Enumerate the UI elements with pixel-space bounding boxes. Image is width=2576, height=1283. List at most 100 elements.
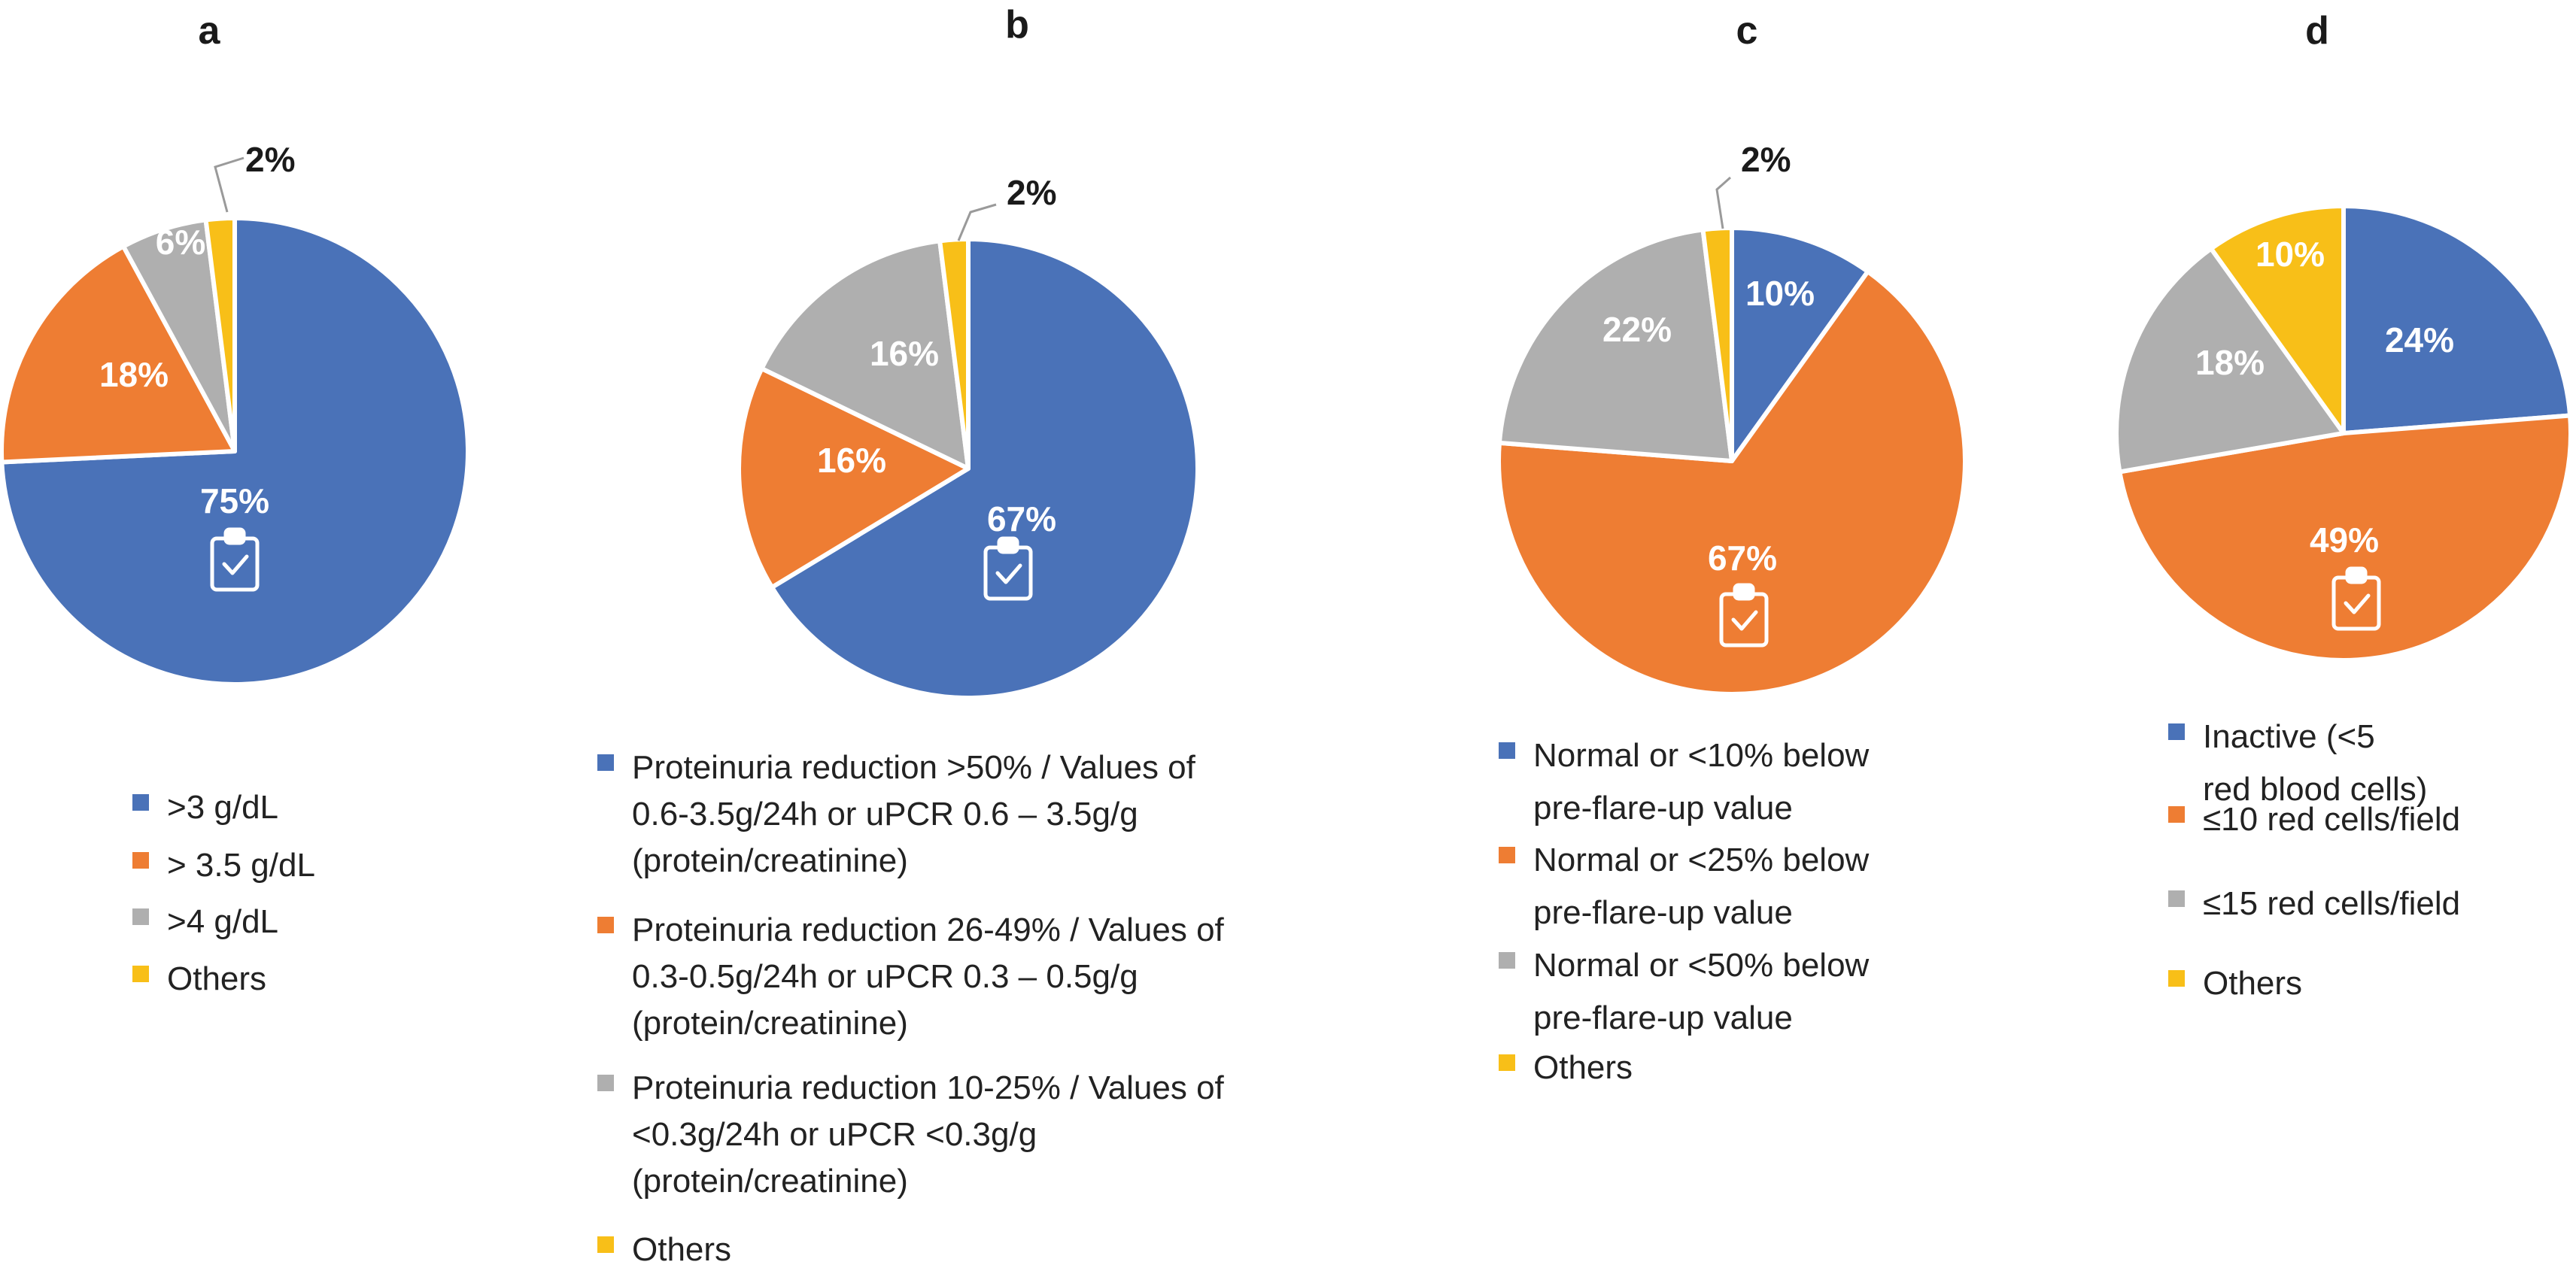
legend: Inactive (<5 red blood cells)≤10 red cell…	[2168, 718, 2460, 1002]
legend-swatch	[2168, 970, 2185, 987]
slice-value-label: 6%	[156, 223, 205, 262]
legend-item: Others	[597, 1231, 731, 1268]
legend-label: >4 g/dL	[167, 903, 278, 940]
legend-label: red blood cells)	[2203, 771, 2427, 808]
legend-item: >3 g/dL	[132, 789, 278, 826]
slice-value-label: 22%	[1602, 310, 1672, 349]
panel-letter: c	[1736, 9, 1758, 53]
legend-label: 0.3-0.5g/24h or uPCR 0.3 – 0.5g/g	[632, 958, 1138, 995]
legend-swatch	[597, 754, 614, 771]
slice-value-label: 16%	[817, 441, 886, 480]
legend-label: ≤10 red cells/field	[2203, 801, 2460, 838]
legend-label: (protein/creatinine)	[632, 1163, 908, 1200]
legend-swatch	[2168, 890, 2185, 907]
pie-slice	[2209, 204, 2346, 435]
legend-label: Proteinuria reduction >50% / Values of	[632, 749, 1196, 786]
legend-label: Normal or <25% below	[1533, 842, 1870, 878]
legend-swatch	[132, 794, 149, 811]
legend-label: Others	[2203, 965, 2302, 1002]
clipboard-check-icon	[983, 536, 1033, 601]
pie-panel-c: c 10% 67% 22% 2% Normal or <10% below pre-flar…	[1496, 9, 1967, 1086]
legend-label: >3 g/dL	[167, 789, 278, 826]
pie-slice	[759, 238, 971, 471]
legend-item: Inactive (<5 red blood cells)	[2168, 718, 2427, 808]
legend-label: (protein/creatinine)	[632, 1005, 908, 1042]
slice-value-label: 18%	[99, 355, 169, 394]
legend-swatch	[132, 852, 149, 869]
legend-label: Others	[632, 1231, 731, 1268]
leader-line	[1715, 176, 1731, 229]
clipboard-check-icon	[210, 527, 260, 592]
legend-item: Proteinuria reduction 10-25% / Values of…	[597, 1069, 1225, 1200]
legend: Proteinuria reduction >50% / Values of 0.…	[597, 749, 1225, 1268]
legend-swatch	[597, 1236, 614, 1253]
legend-item: Normal or <50% below pre-flare-up value	[1499, 947, 1870, 1036]
pie-slice	[770, 237, 1200, 700]
legend-item: Proteinuria reduction >50% / Values of 0.…	[597, 749, 1196, 879]
legend: >3 g/dL > 3.5 g/dL >4 g/dL Others	[132, 789, 315, 997]
legend-swatch	[132, 966, 149, 982]
pie-slice	[2341, 204, 2573, 435]
legend-label: Inactive (<5	[2203, 718, 2375, 755]
pie-slice	[1496, 227, 1734, 463]
leader-line	[214, 156, 245, 213]
pie-slice	[737, 366, 971, 590]
panel-letter: a	[199, 9, 221, 53]
pie-slice	[2117, 413, 2573, 663]
legend-item: Normal or <25% below pre-flare-up value	[1499, 842, 1870, 931]
slice-value-label: 67%	[987, 499, 1056, 538]
legend-swatch	[1499, 1054, 1515, 1071]
pie-panel-d: d 24% 49% 18% 10% Inactive (<5 red blood cells…	[2114, 9, 2573, 1002]
legend-swatch	[1499, 742, 1515, 759]
legend-label: <0.3g/24h or uPCR <0.3g/g	[632, 1116, 1037, 1153]
clipboard-check-icon	[2331, 566, 2381, 631]
legend-item: Others	[1499, 1049, 1633, 1086]
legend-item: Proteinuria reduction 26-49% / Values of…	[597, 911, 1225, 1042]
pie-slice	[1700, 226, 1734, 463]
slice-value-label: 18%	[2195, 343, 2265, 382]
legend-item: > 3.5 g/dL	[132, 847, 315, 884]
panel-letter: d	[2305, 9, 2329, 53]
legend-label: 0.6-3.5g/24h or uPCR 0.6 – 3.5g/g	[632, 796, 1138, 833]
legend-item: Others	[2168, 965, 2302, 1002]
clipboard-check-icon	[1719, 583, 1769, 648]
slice-value-label: 75%	[200, 481, 269, 520]
pie-slice	[937, 237, 971, 471]
slice-value-label: 10%	[1745, 274, 1815, 313]
leader-line	[957, 203, 997, 241]
pie-panel-b: b 67% 16% 16% 2% Proteinuria reduction >50% /…	[597, 3, 1225, 1268]
slice-value-label: 67%	[1708, 538, 1777, 578]
pie-slice	[203, 216, 237, 453]
legend-swatch	[597, 1075, 614, 1091]
pie-slice	[1730, 226, 1870, 463]
legend-label: pre-flare-up value	[1533, 999, 1793, 1036]
legend-label: pre-flare-up value	[1533, 790, 1793, 827]
slice-value-label-external: 2%	[1007, 173, 1056, 212]
legend-item: ≤10 red cells/field	[2168, 801, 2460, 838]
slice-value-label: 49%	[2310, 520, 2379, 560]
legend-label: > 3.5 g/dL	[167, 847, 315, 884]
legend-item: Others	[132, 960, 266, 997]
legend-item: Normal or <10% below pre-flare-up value	[1499, 737, 1870, 827]
legend-swatch	[1499, 847, 1515, 863]
legend-label: Proteinuria reduction 26-49% / Values of	[632, 911, 1225, 948]
slice-value-label: 16%	[870, 334, 939, 373]
legend-label: (protein/creatinine)	[632, 842, 908, 879]
legend-label: Normal or <50% below	[1533, 947, 1870, 984]
legend-label: pre-flare-up value	[1533, 894, 1793, 931]
legend-label: Others	[1533, 1049, 1633, 1086]
legend-label: Proteinuria reduction 10-25% / Values of	[632, 1069, 1225, 1106]
legend-swatch	[132, 908, 149, 925]
pie-slice	[2114, 246, 2346, 475]
legend-label: Normal or <10% below	[1533, 737, 1870, 774]
pie-panel-a: a 75% 18% 6% 2% >3 g/dL > 3.5 g/dL >4 g/dL Other…	[0, 9, 470, 997]
legend-swatch	[1499, 952, 1515, 969]
legend-swatch	[2168, 806, 2185, 823]
slice-value-label: 24%	[2385, 320, 2454, 359]
legend-swatch	[597, 917, 614, 933]
slice-value-label-external: 2%	[245, 140, 295, 179]
slice-value-label: 10%	[2256, 235, 2325, 274]
panel-letter: b	[1005, 3, 1029, 47]
